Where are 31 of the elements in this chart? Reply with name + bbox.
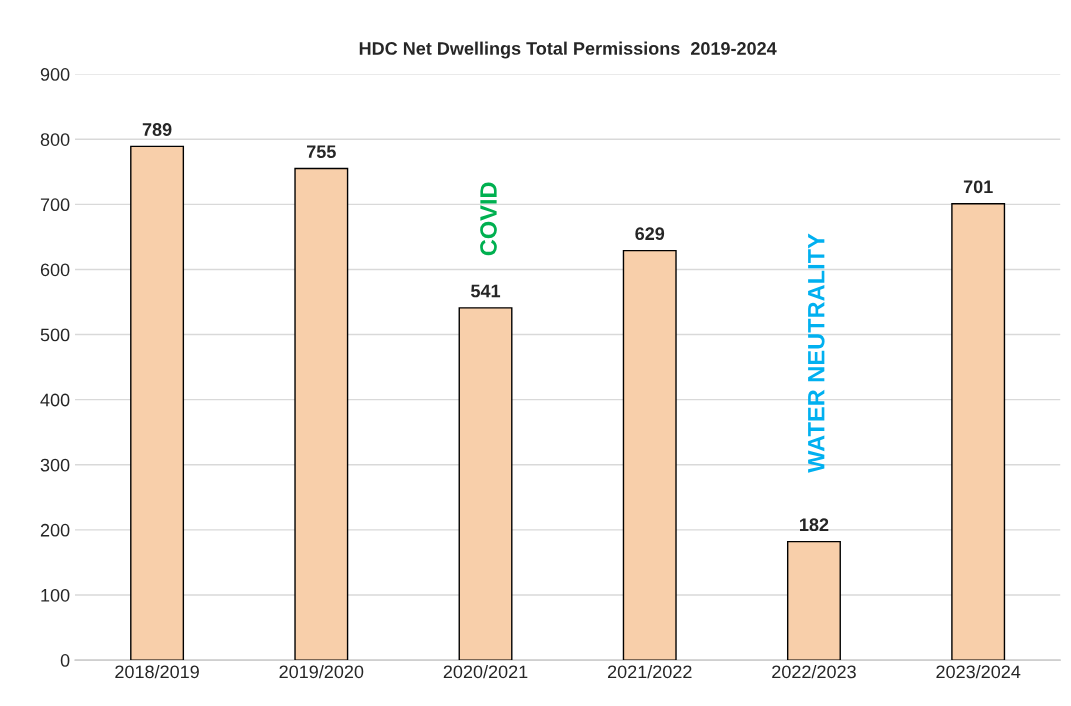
- annotation: COVID: [480, 182, 497, 256]
- bar: [951, 203, 1006, 661]
- bar: [622, 249, 677, 661]
- y-tick-label: 300: [40, 458, 70, 472]
- y-tick-label: 200: [40, 523, 70, 537]
- x-tick-label: 2023/2024: [936, 664, 1021, 679]
- y-tick-label: 800: [40, 133, 70, 146]
- data-label: 755: [307, 145, 336, 159]
- y-tick-label: 0: [60, 654, 70, 667]
- x-tick-label: 2020/2021: [443, 664, 528, 679]
- data-label: 701: [963, 180, 993, 194]
- x-tick-label: 2019/2020: [279, 664, 364, 679]
- bar: [786, 540, 841, 661]
- y-tick-label: 700: [40, 198, 70, 212]
- bar: [130, 145, 185, 661]
- chart-title: HDC Net Dwellings Total Permissions 2019-2024: [359, 41, 777, 59]
- data-label: 541: [471, 284, 501, 298]
- y-tick-label: 600: [40, 263, 70, 277]
- y-tick-label: 900: [40, 68, 70, 81]
- x-tick-label: 2022/2023: [772, 664, 856, 679]
- bar: [458, 307, 513, 661]
- y-tick-label: 400: [40, 393, 70, 407]
- data-label: 629: [635, 227, 665, 241]
- data-label: 789: [142, 123, 172, 136]
- x-tick-label: 2018/2019: [115, 664, 199, 679]
- x-tick-label: 2021/2022: [607, 664, 692, 679]
- y-tick-label: 500: [40, 328, 70, 342]
- data-label: 182: [800, 518, 829, 532]
- y-tick-label: 100: [41, 588, 70, 602]
- annotation: WATER NEUTRALITY: [808, 233, 825, 473]
- bar: [294, 167, 349, 661]
